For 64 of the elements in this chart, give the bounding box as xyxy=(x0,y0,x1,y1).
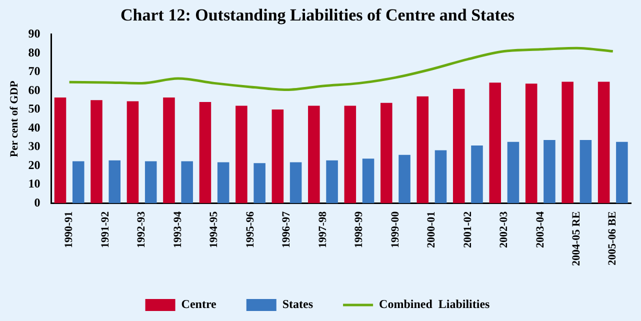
x-tick-label: 1996-97 xyxy=(280,210,293,248)
bar xyxy=(126,101,139,204)
y-tick-label: 90 xyxy=(28,26,40,40)
bar xyxy=(108,160,121,204)
y-tick-label: 50 xyxy=(28,102,40,116)
x-tick-label: 2000-01 xyxy=(426,211,438,248)
y-tick-label: 0 xyxy=(34,195,40,210)
bar xyxy=(362,158,374,204)
x-tick-label: 1995-96 xyxy=(244,210,256,248)
bar xyxy=(452,88,465,204)
bar xyxy=(163,97,175,204)
x-tick-label: 1991-92 xyxy=(99,210,112,248)
bar xyxy=(489,82,501,204)
y-tick-label: 40 xyxy=(28,120,40,134)
bar xyxy=(398,154,410,204)
bar xyxy=(72,161,84,204)
bar xyxy=(254,163,266,204)
bar xyxy=(471,146,483,204)
bar xyxy=(598,82,610,204)
line-series xyxy=(68,46,614,92)
y-tick-label: 10 xyxy=(28,176,40,191)
legend-label: States xyxy=(282,297,314,312)
x-tick-label: 1997-98 xyxy=(316,210,329,248)
bar xyxy=(580,140,592,204)
bar xyxy=(344,106,356,204)
x-tick-label: 2001-02 xyxy=(462,210,474,248)
bar xyxy=(507,142,520,204)
x-tick-label: 1992-93 xyxy=(136,210,148,248)
y-tick-label: 60 xyxy=(28,82,40,97)
y-tick-label: 80 xyxy=(28,45,40,60)
bar xyxy=(199,102,212,204)
x-tick-label: 2005-06 BE xyxy=(606,211,619,266)
x-tick-label: 2002-03 xyxy=(498,210,510,248)
y-tick-label: 30 xyxy=(28,139,40,154)
bar xyxy=(416,96,429,204)
x-tick-label: 2003-04 xyxy=(534,210,546,248)
bar xyxy=(525,84,538,204)
bar xyxy=(54,97,66,204)
legend-label: Combined Liabilities xyxy=(379,297,490,312)
bar xyxy=(144,161,157,204)
bar xyxy=(380,102,392,204)
bar xyxy=(290,162,302,204)
x-tick-label: 1998-99 xyxy=(353,210,366,248)
legend-label: Centre xyxy=(181,297,218,312)
bar xyxy=(308,106,320,204)
x-tick-label: 1994-95 xyxy=(208,210,220,248)
x-tick-label: 1999-00 xyxy=(389,210,402,248)
y-axis-title: Per cent of GDP xyxy=(8,80,20,158)
bar xyxy=(544,140,556,204)
x-tick-label: 2004-05 RE xyxy=(570,211,582,266)
y-tick-label: 70 xyxy=(28,64,40,78)
bar xyxy=(90,100,102,204)
bar xyxy=(181,161,193,204)
x-tick-label: 1993-94 xyxy=(172,210,184,248)
bar xyxy=(217,162,230,204)
bar xyxy=(272,109,284,204)
bar xyxy=(326,160,338,204)
y-tick-label: 20 xyxy=(28,158,40,172)
x-tick-label: 1990-91 xyxy=(63,211,76,248)
bar xyxy=(434,150,447,204)
bar xyxy=(616,142,628,204)
bar xyxy=(236,106,248,204)
bar xyxy=(562,82,574,204)
chart-title: Chart 12: Outstanding Liabilities of Centre and States xyxy=(120,6,515,25)
